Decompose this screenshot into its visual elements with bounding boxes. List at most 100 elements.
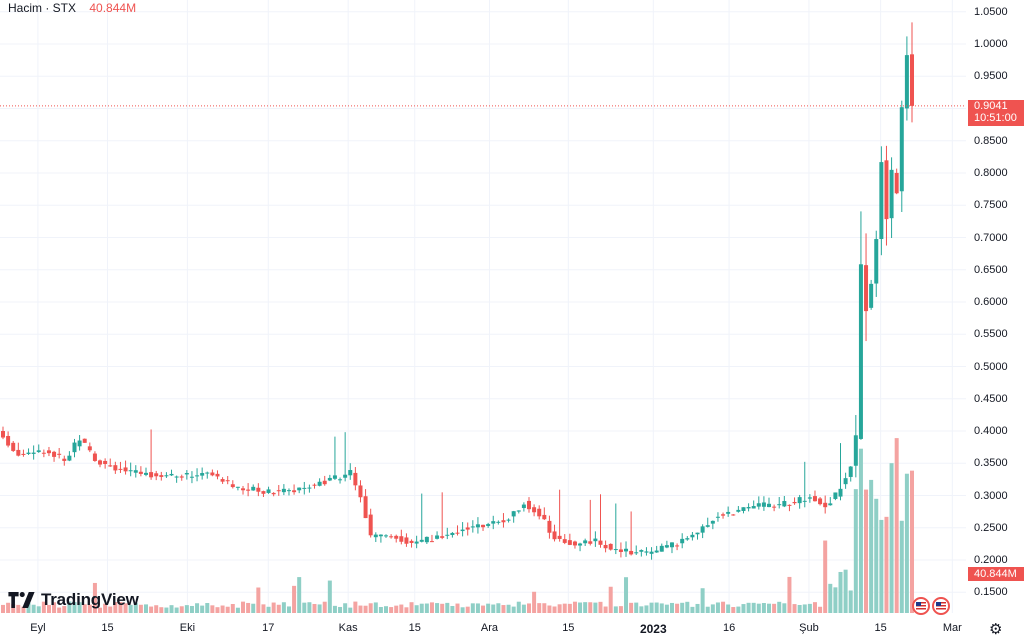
candle-body — [435, 535, 440, 539]
volume-bar — [680, 602, 685, 613]
candle-body — [205, 472, 210, 474]
candle-body — [394, 535, 399, 539]
candle-body — [292, 490, 297, 493]
candle-body — [802, 500, 807, 502]
candle-body — [368, 514, 373, 536]
price-tick-label: 0.7000 — [974, 231, 1008, 244]
volume-bar — [823, 540, 828, 613]
candle-body — [36, 450, 41, 453]
volume-bar — [690, 606, 695, 613]
candle-body — [52, 451, 57, 457]
tradingview-brand[interactable]: TradingView — [8, 589, 139, 611]
candle-body — [664, 545, 669, 548]
volume-bar — [297, 577, 302, 613]
candle-body — [87, 446, 92, 451]
price-tick-label: 0.5500 — [974, 328, 1008, 341]
candle-body — [312, 484, 317, 486]
candle-body — [736, 509, 741, 512]
candle-body — [874, 239, 879, 284]
volume-bar — [6, 602, 11, 613]
volume-bar — [552, 606, 557, 613]
volume-bar — [445, 602, 450, 613]
volume-bar — [613, 606, 618, 613]
volume-bar — [26, 602, 31, 613]
candle-body — [838, 488, 843, 497]
candle-body — [414, 541, 419, 544]
volume-bar — [910, 470, 914, 613]
candle-body — [184, 473, 189, 475]
last-price-badge: 0.9041 10:51:00 — [968, 100, 1024, 126]
volume-bar — [67, 601, 72, 613]
volume-bar — [118, 601, 123, 613]
candle-body — [542, 514, 547, 520]
volume-bar — [715, 602, 720, 613]
volume-bar — [322, 601, 327, 613]
bar-countdown: 10:51:00 — [974, 112, 1017, 124]
volume-bar — [123, 603, 128, 613]
volume-bar — [338, 606, 343, 613]
volume-bar — [225, 606, 230, 613]
legend-label: Hacim · STX — [8, 1, 77, 15]
volume-bar — [501, 605, 506, 613]
candle-body — [588, 541, 593, 544]
volume-bars — [1, 438, 914, 613]
volume-bar — [639, 606, 644, 613]
time-tick-label: 15 — [874, 622, 887, 634]
volume-bar — [82, 604, 87, 613]
volume-bar — [695, 603, 700, 613]
time-tick-label: Eki — [179, 622, 196, 634]
volume-bar — [215, 607, 220, 613]
candle-body — [501, 520, 506, 523]
volume-bar — [705, 606, 710, 613]
volume-bar — [348, 607, 353, 613]
candle-body — [869, 283, 874, 308]
candle-body — [761, 502, 766, 507]
candle-body — [879, 162, 884, 239]
candle-body — [644, 551, 649, 553]
candle-body — [470, 526, 475, 528]
volume-legend: Hacim · STX 40.844M — [8, 0, 136, 16]
candle-body — [465, 527, 470, 530]
candle-body — [424, 536, 429, 543]
candle-body — [21, 453, 26, 455]
time-tick-label: 15 — [562, 622, 575, 634]
candle-body — [261, 491, 266, 494]
price-tick-label: 0.6000 — [974, 296, 1008, 308]
us-flag-icon[interactable] — [932, 597, 950, 615]
us-flag-icon[interactable] — [912, 597, 930, 615]
volume-bar — [557, 604, 562, 613]
candle-body — [675, 545, 680, 547]
candle-body — [654, 550, 659, 553]
volume-bar — [164, 607, 169, 613]
price-tick-label: 1.0500 — [974, 5, 1008, 18]
candle-body — [241, 488, 246, 491]
candle-body — [220, 479, 225, 482]
candle-body — [516, 510, 521, 512]
candle-body — [818, 498, 823, 505]
candle-body — [685, 538, 690, 540]
volume-bar — [363, 605, 368, 613]
candle-body — [715, 516, 720, 518]
volume-bar — [358, 605, 363, 613]
price-tick-label: 0.3500 — [974, 457, 1008, 470]
volume-bar — [547, 605, 552, 613]
candle-body — [108, 465, 113, 467]
candle-body — [894, 172, 899, 194]
candle-body — [807, 497, 812, 499]
candle-body — [338, 479, 343, 481]
settings-gear-icon[interactable]: ⚙ — [989, 621, 1003, 638]
volume-bar — [384, 606, 389, 613]
candle-body — [583, 540, 588, 544]
candle-body — [429, 541, 434, 543]
price-tick-label: 0.4000 — [974, 425, 1008, 437]
candle-body — [726, 511, 731, 514]
candle-body — [98, 460, 103, 465]
volume-bar — [588, 602, 593, 613]
volume-bar — [578, 602, 583, 613]
candle-body — [853, 435, 858, 466]
candle-body — [460, 529, 465, 532]
candle-body — [848, 466, 853, 477]
volume-bar — [736, 606, 741, 613]
volume-bar — [235, 607, 240, 613]
